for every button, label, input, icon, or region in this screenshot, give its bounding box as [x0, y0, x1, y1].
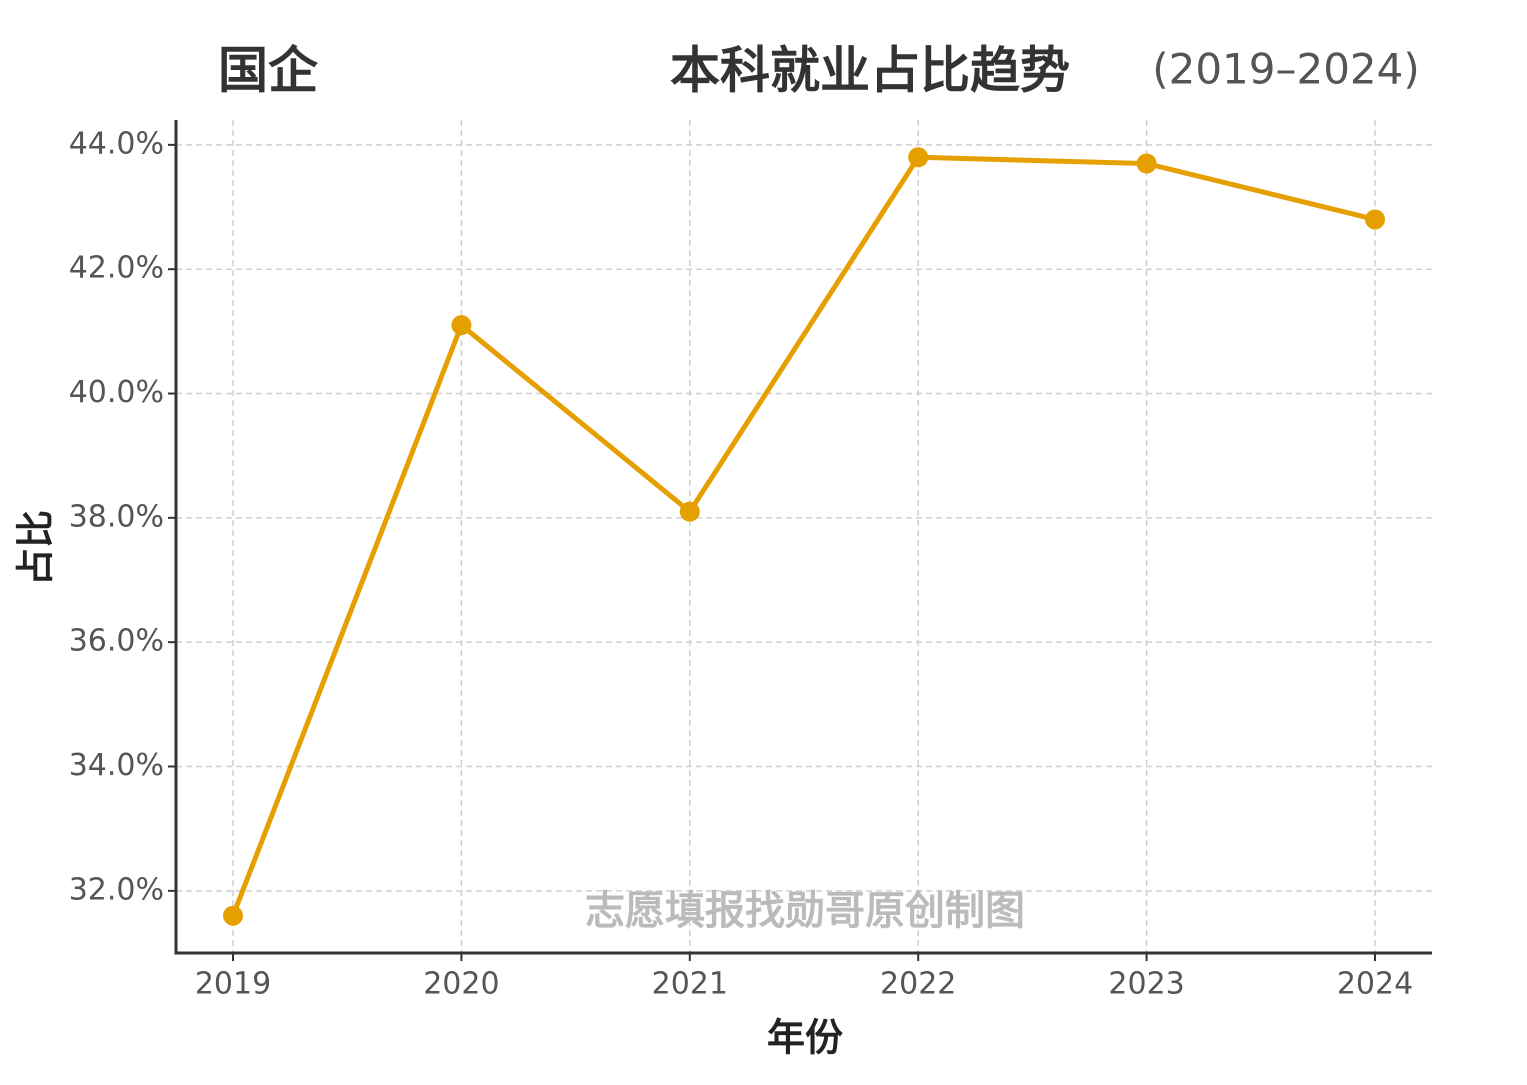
y-tick-label: 44.0% — [69, 126, 164, 161]
chart-subtitle: (2019–2024) — [1152, 45, 1420, 94]
x-tick-label: 2024 — [1337, 967, 1413, 1002]
y-tick-label: 34.0% — [69, 748, 164, 783]
data-point — [908, 147, 929, 168]
axis-line — [174, 120, 1432, 955]
y-tick-label: 38.0% — [69, 499, 164, 534]
chart-title: 本科就业占比趋势 — [670, 42, 1070, 100]
data-point — [451, 315, 472, 336]
watermark: 志愿填报找勋哥原创制图 — [585, 888, 1025, 934]
y-tick-label: 32.0% — [69, 872, 164, 907]
y-axis-label: 占比 — [14, 510, 58, 586]
series-line — [230, 154, 1376, 917]
data-point — [679, 501, 700, 522]
y-tick-label: 40.0% — [69, 375, 164, 410]
x-tick-label: 2021 — [652, 967, 728, 1002]
x-tick-label: 2023 — [1108, 967, 1184, 1002]
y-tick-label: 36.0% — [69, 624, 164, 659]
data-point — [1365, 209, 1385, 230]
data-point — [223, 905, 243, 926]
x-tick-label: 2022 — [880, 967, 956, 1002]
x-tick-label: 2020 — [423, 967, 499, 1002]
chart-title-prefix: 国企 — [218, 42, 319, 100]
data-point — [1136, 153, 1157, 174]
x-tick-label: 2019 — [195, 967, 271, 1002]
y-tick-label: 42.0% — [69, 251, 164, 286]
x-axis-label: 年份 — [767, 1016, 843, 1060]
